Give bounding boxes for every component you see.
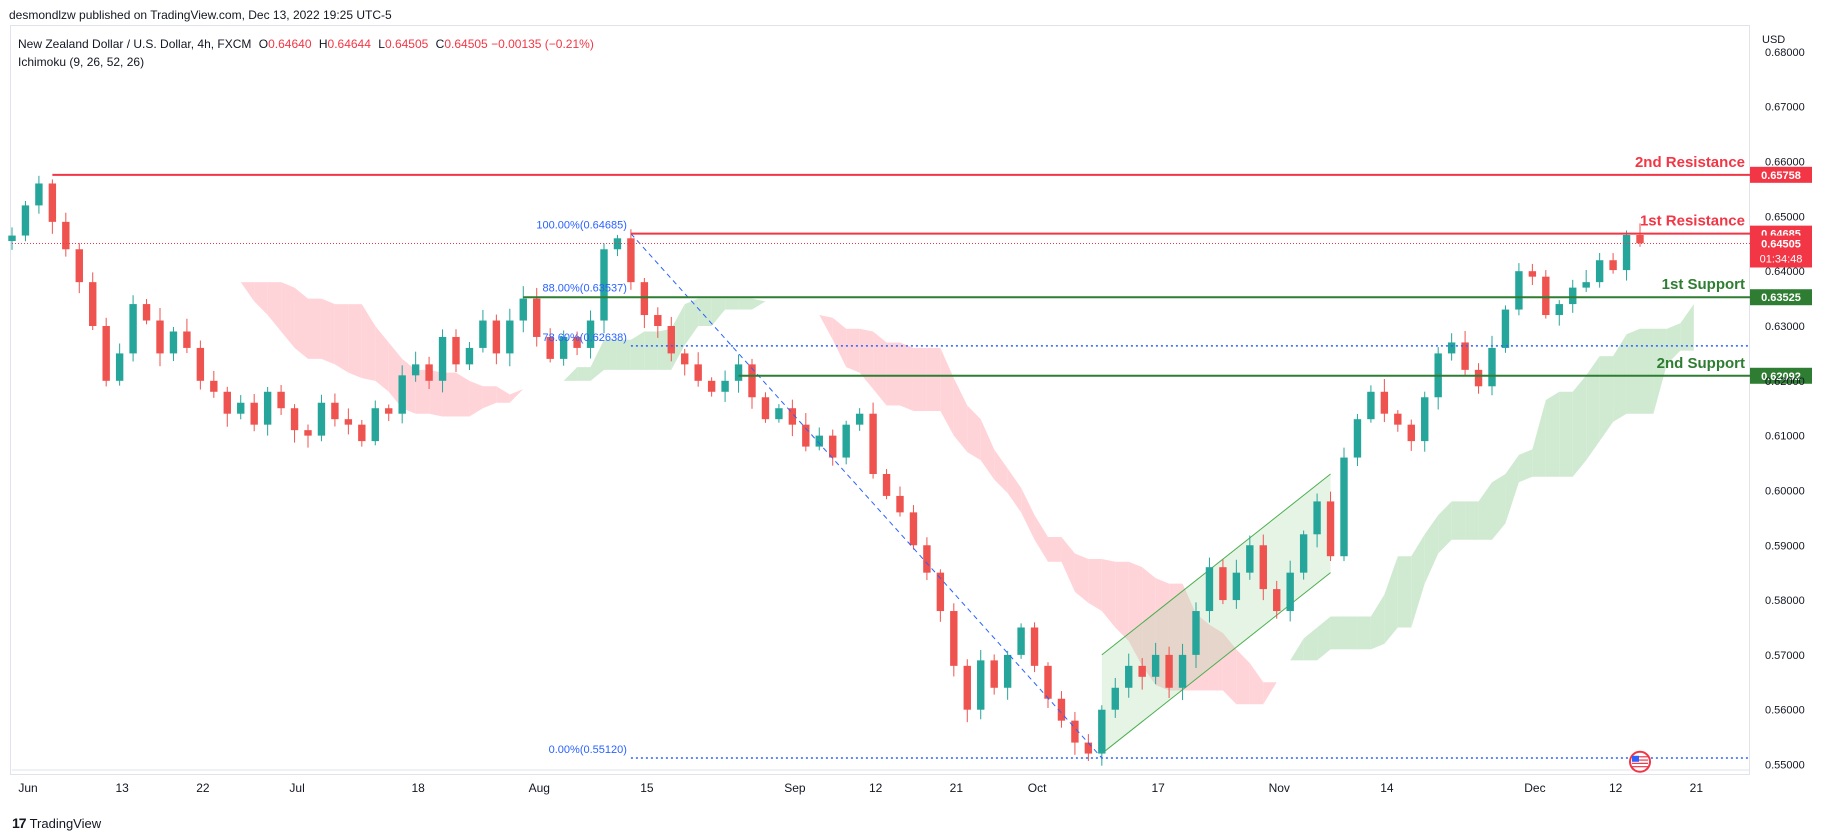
level-price-tag xyxy=(1750,367,1812,384)
x-tick-label: Dec xyxy=(1524,781,1545,795)
level-price-tag xyxy=(1750,225,1812,242)
x-tick-label: Oct xyxy=(1028,781,1047,795)
brand-label: TradingView xyxy=(29,815,102,831)
x-tick-label: 22 xyxy=(196,781,210,795)
x-tick-label: Jun xyxy=(18,781,37,795)
y-tick-label: 0.61000 xyxy=(1765,431,1805,443)
x-tick-label: 21 xyxy=(1690,781,1704,795)
y-tick-label: 0.57000 xyxy=(1765,650,1805,662)
close-key: C xyxy=(435,37,445,51)
instrument-label: New Zealand Dollar / U.S. Dollar, 4h, FX… xyxy=(18,37,252,51)
current-price-tag xyxy=(1750,235,1812,268)
y-tick-label: 0.68000 xyxy=(1765,47,1805,59)
change-value: −0.00135 (−0.21%) xyxy=(491,37,594,51)
x-tick-label: 13 xyxy=(116,781,130,795)
price-axis: 0.68000 0.67000 0.66000 0.65000 0.64000 0.630… xyxy=(1765,47,1805,772)
current-price-label: 0.64505 xyxy=(1761,239,1801,251)
y-tick-label: 0.66000 xyxy=(1765,157,1805,169)
indicator-label: Ichimoku (9, 26, 52, 26) xyxy=(18,55,145,69)
chart-legend: New Zealand Dollar / U.S. Dollar, 4h, FX… xyxy=(18,35,594,71)
close-value: 0.64505 xyxy=(444,37,488,51)
x-tick-label: Sep xyxy=(784,781,806,795)
chart-frame xyxy=(10,25,1750,775)
level-price-label: 0.65758 xyxy=(1761,170,1801,182)
bar-countdown-label: 01:34:48 xyxy=(1760,254,1803,266)
x-tick-label: Jul xyxy=(289,781,304,795)
low-value: 0.64505 xyxy=(384,37,429,51)
y-tick-label: 0.67000 xyxy=(1765,102,1805,114)
level-price-tag xyxy=(1750,166,1812,183)
open-value: 0.64640 xyxy=(268,37,312,51)
y-tick-label: 0.59000 xyxy=(1765,540,1805,552)
x-tick-label: 15 xyxy=(640,781,654,795)
high-key: H xyxy=(318,37,328,51)
tradingview-logo[interactable]: 17 TradingView xyxy=(12,815,101,831)
x-tick-label: 12 xyxy=(1609,781,1623,795)
x-tick-label: 18 xyxy=(412,781,426,795)
y-tick-label: 0.63000 xyxy=(1765,321,1805,333)
x-tick-label: 21 xyxy=(950,781,964,795)
open-key: O xyxy=(258,37,269,51)
tv-logo-icon: 17 xyxy=(12,815,27,831)
y-tick-label: 0.55000 xyxy=(1765,760,1805,772)
x-tick-label: 12 xyxy=(869,781,883,795)
y-tick-label: 0.62000 xyxy=(1765,376,1805,388)
y-tick-label: 0.64000 xyxy=(1765,266,1805,278)
level-price-label: 0.62092 xyxy=(1761,371,1801,383)
x-tick-label: Nov xyxy=(1269,781,1290,795)
y-tick-label: 0.65000 xyxy=(1765,211,1805,223)
y-tick-label: 0.60000 xyxy=(1765,485,1805,497)
x-tick-label: Aug xyxy=(529,781,550,795)
symbol-line: New Zealand Dollar / U.S. Dollar, 4h, FX… xyxy=(18,35,594,53)
level-price-label: 0.64685 xyxy=(1761,229,1801,241)
x-tick-label: 17 xyxy=(1152,781,1166,795)
high-value: 0.64644 xyxy=(327,37,371,51)
currency-label: USD xyxy=(1762,34,1786,46)
y-tick-label: 0.56000 xyxy=(1765,705,1805,717)
low-key: L xyxy=(378,37,385,51)
publisher-caption: desmondlzw published on TradingView.com,… xyxy=(9,8,392,22)
level-price-label: 0.63525 xyxy=(1761,292,1801,304)
y-tick-label: 0.58000 xyxy=(1765,595,1805,607)
level-price-tag xyxy=(1750,289,1812,306)
x-tick-label: 14 xyxy=(1380,781,1394,795)
